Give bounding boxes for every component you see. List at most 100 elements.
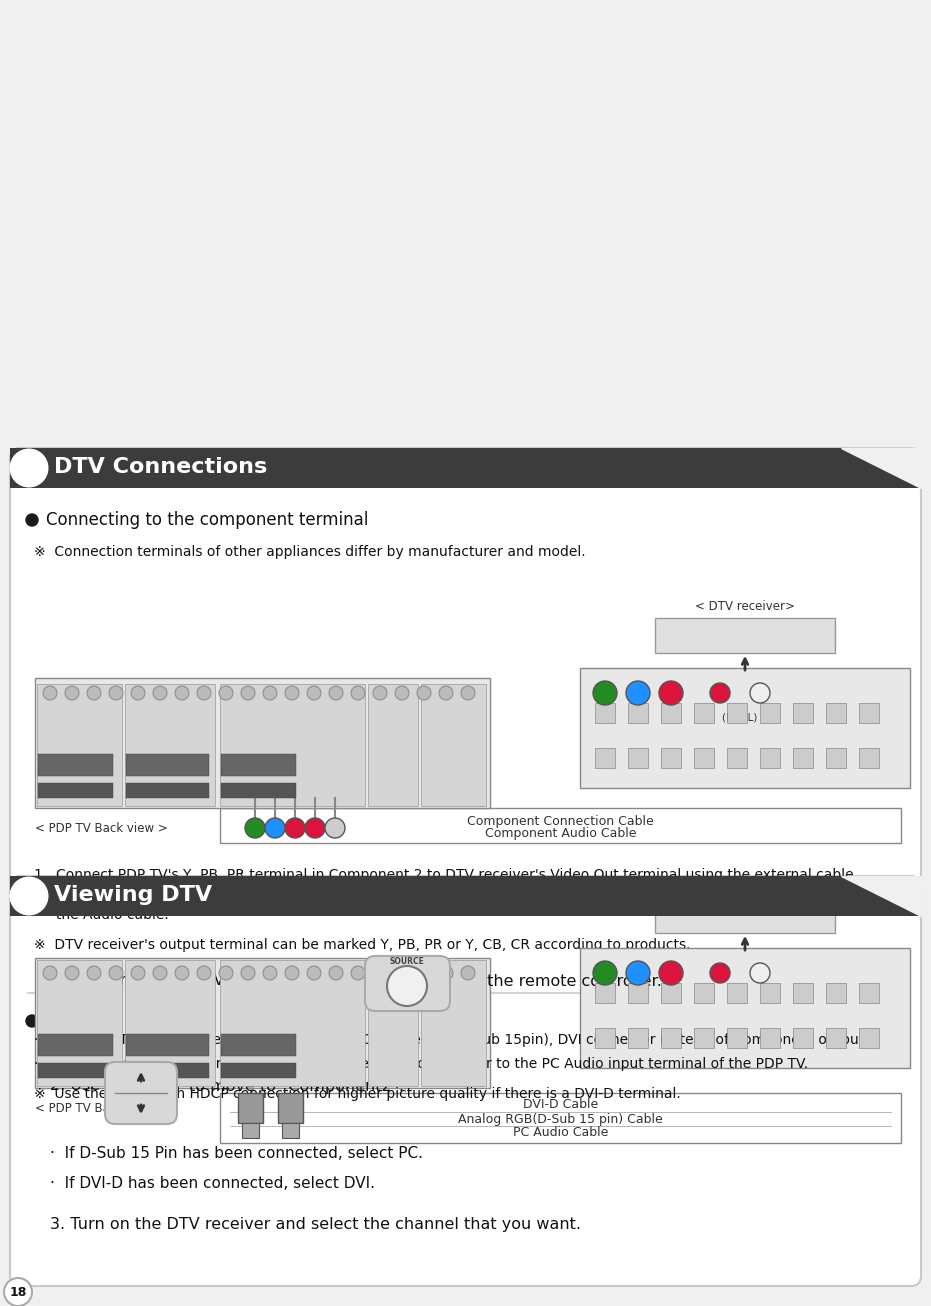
- Polygon shape: [841, 448, 921, 488]
- Circle shape: [710, 963, 730, 983]
- Circle shape: [175, 966, 189, 980]
- Bar: [826, 703, 846, 724]
- Bar: [727, 1028, 747, 1047]
- Bar: [126, 1063, 209, 1077]
- Circle shape: [65, 686, 79, 700]
- Circle shape: [285, 966, 299, 980]
- Circle shape: [285, 686, 299, 700]
- Circle shape: [373, 686, 387, 700]
- Circle shape: [87, 966, 101, 980]
- Bar: [421, 684, 486, 806]
- Circle shape: [750, 683, 770, 703]
- Bar: [655, 618, 835, 653]
- Circle shape: [305, 818, 325, 838]
- Bar: [278, 1093, 303, 1123]
- Bar: [242, 1123, 259, 1138]
- Bar: [793, 1028, 813, 1047]
- Text: Component Audio Cable: Component Audio Cable: [485, 828, 636, 841]
- Text: ※  Connection terminals of other appliances differ by manufacturer and model.: ※ Connection terminals of other applianc…: [34, 545, 586, 559]
- Bar: [661, 983, 681, 1003]
- Text: ·  Some of DTV receiver(Set-Top-Box) have an PC Connector (D-Sub 15pin), DVI con: · Some of DTV receiver(Set-Top-Box) have…: [34, 1033, 873, 1047]
- Bar: [282, 1123, 299, 1138]
- Bar: [38, 784, 113, 798]
- Text: Connecting to the component terminal: Connecting to the component terminal: [46, 511, 369, 529]
- Bar: [727, 983, 747, 1003]
- Circle shape: [593, 961, 617, 985]
- Circle shape: [307, 686, 321, 700]
- Circle shape: [439, 966, 453, 980]
- Bar: [628, 983, 648, 1003]
- Bar: [826, 1028, 846, 1047]
- Text: Viewing DTV: Viewing DTV: [54, 885, 212, 905]
- Circle shape: [263, 686, 277, 700]
- Circle shape: [131, 966, 145, 980]
- Circle shape: [351, 966, 365, 980]
- Circle shape: [265, 818, 285, 838]
- Bar: [126, 784, 209, 798]
- Bar: [38, 1034, 113, 1057]
- Circle shape: [10, 449, 47, 487]
- Circle shape: [750, 963, 770, 983]
- Circle shape: [307, 966, 321, 980]
- Circle shape: [387, 966, 427, 1006]
- Text: ·  If D-Sub 15 Pin has been connected, select PC.: · If D-Sub 15 Pin has been connected, se…: [50, 1147, 423, 1161]
- Circle shape: [659, 680, 683, 705]
- Bar: [628, 703, 648, 724]
- Bar: [694, 703, 714, 724]
- Circle shape: [395, 686, 409, 700]
- Text: Connecting to the PC/DVI terminal: Connecting to the PC/DVI terminal: [46, 1012, 331, 1030]
- Circle shape: [241, 686, 255, 700]
- Circle shape: [626, 961, 650, 985]
- Text: to move to "Component2".: to move to "Component2".: [189, 1079, 404, 1093]
- Bar: [859, 1028, 879, 1047]
- Bar: [859, 703, 879, 724]
- Text: < DTV receiver>: < DTV receiver>: [695, 880, 795, 893]
- Text: ·  Connect Audio Cable from the Audio output terminal of receiver to the PC Audi: · Connect Audio Cable from the Audio out…: [34, 1057, 808, 1071]
- Text: < DTV receiver>: < DTV receiver>: [695, 599, 795, 613]
- Bar: [760, 748, 780, 768]
- FancyBboxPatch shape: [105, 1062, 177, 1124]
- Bar: [595, 748, 615, 768]
- Circle shape: [593, 680, 617, 705]
- Bar: [221, 784, 296, 798]
- Bar: [38, 1063, 113, 1077]
- Text: 1.  Connect PDP TV's Y, PB, PR terminal in Component 2 to DTV receiver's Video O: 1. Connect PDP TV's Y, PB, PR terminal i…: [34, 868, 858, 882]
- Circle shape: [197, 686, 211, 700]
- Circle shape: [710, 683, 730, 703]
- Circle shape: [153, 966, 167, 980]
- Bar: [826, 748, 846, 768]
- Bar: [221, 1063, 296, 1077]
- Circle shape: [626, 680, 650, 705]
- Bar: [760, 1028, 780, 1047]
- Bar: [760, 703, 780, 724]
- Bar: [126, 754, 209, 776]
- Text: on the remote controller.: on the remote controller.: [462, 973, 662, 989]
- Circle shape: [329, 686, 343, 700]
- Circle shape: [43, 966, 57, 980]
- Bar: [694, 983, 714, 1003]
- Bar: [661, 748, 681, 768]
- Bar: [661, 1028, 681, 1047]
- Text: PB: PB: [631, 713, 644, 724]
- Bar: [221, 1034, 296, 1057]
- Text: 2. Use: 2. Use: [50, 1079, 101, 1093]
- Text: Component Connection Cable: Component Connection Cable: [467, 815, 654, 828]
- Bar: [655, 899, 835, 932]
- Bar: [35, 959, 490, 1088]
- Text: ※  DTV receiver's output terminal can be marked Y, PB, PR or Y, CB, CR according: ※ DTV receiver's output terminal can be …: [34, 938, 691, 952]
- Circle shape: [417, 686, 431, 700]
- Text: < PDP TV Back view >: < PDP TV Back view >: [35, 821, 168, 835]
- Circle shape: [461, 966, 475, 980]
- Polygon shape: [841, 876, 921, 916]
- FancyBboxPatch shape: [10, 876, 921, 1286]
- Circle shape: [351, 686, 365, 700]
- Bar: [220, 1093, 901, 1143]
- Bar: [580, 667, 910, 788]
- Text: 3. Turn on the DTV receiver and select the channel that you want.: 3. Turn on the DTV receiver and select t…: [50, 1216, 581, 1232]
- Bar: [220, 808, 901, 842]
- Circle shape: [241, 966, 255, 980]
- Text: 18: 18: [9, 1285, 27, 1298]
- Circle shape: [65, 966, 79, 980]
- Bar: [10, 876, 921, 916]
- Bar: [826, 983, 846, 1003]
